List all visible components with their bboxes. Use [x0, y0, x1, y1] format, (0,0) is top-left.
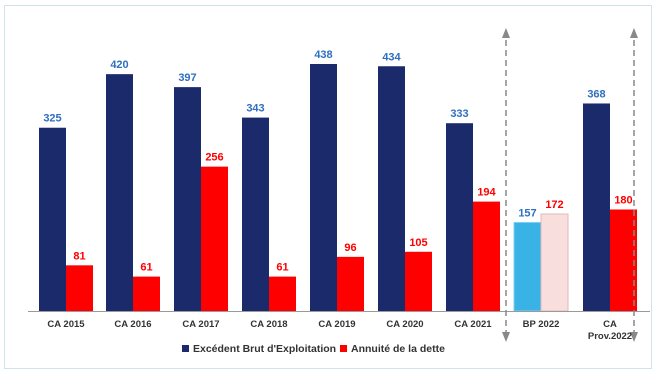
- data-label: 81: [73, 250, 85, 262]
- data-label: 256: [205, 152, 223, 164]
- arrow-up-icon: [502, 28, 510, 38]
- category-label: CA 2016: [114, 319, 151, 330]
- data-label: 343: [246, 103, 264, 115]
- bar-ebe: [242, 117, 269, 311]
- data-label: 194: [477, 187, 496, 199]
- data-label: 420: [110, 59, 128, 71]
- bar-ebe: [446, 123, 473, 311]
- bar-ebe: [106, 74, 133, 311]
- bar-ebe: [310, 64, 337, 311]
- data-label: 96: [344, 242, 356, 254]
- category-label: CA 2020: [386, 319, 423, 330]
- bar-annuite: [540, 213, 569, 312]
- category-label: CA 2018: [250, 319, 287, 330]
- data-label: 325: [43, 113, 61, 125]
- bar-ebe: [174, 87, 201, 311]
- bar-annuite: [610, 209, 637, 311]
- data-label: 368: [587, 88, 605, 100]
- bar-ebe: [583, 103, 610, 311]
- arrow-down-icon: [502, 332, 510, 342]
- data-label: 61: [276, 262, 288, 274]
- bar-ebe: [378, 66, 405, 311]
- category-label: CA 2019: [318, 319, 355, 330]
- bar-annuite: [473, 201, 500, 311]
- bar-annuite: [405, 251, 432, 311]
- bar-annuite: [201, 166, 228, 311]
- data-label: 157: [518, 207, 536, 219]
- data-label: 434: [382, 51, 401, 63]
- data-label: 61: [140, 262, 152, 274]
- data-label: 180: [614, 194, 632, 206]
- arrow-up-icon: [630, 28, 638, 38]
- bar-annuite: [337, 256, 364, 311]
- arrow-down-icon: [630, 332, 638, 342]
- bar-annuite: [133, 276, 160, 311]
- category-label: CA: [603, 319, 617, 330]
- category-label: CA 2015: [47, 319, 85, 330]
- bar-ebe: [39, 127, 66, 311]
- legend-swatch: [182, 345, 189, 352]
- bar-annuite: [269, 276, 296, 311]
- legend-label: Excédent Brut d'Exploitation: [193, 343, 336, 355]
- category-label: Prov.2022: [588, 331, 632, 342]
- data-label: 397: [178, 72, 196, 84]
- category-label: BP 2022: [523, 319, 560, 330]
- legend-swatch: [340, 345, 347, 352]
- data-label: 172: [545, 199, 563, 211]
- data-label: 438: [314, 49, 332, 61]
- bar-ebe: [513, 221, 542, 312]
- category-label: CA 2021: [454, 319, 492, 330]
- legend-label: Annuité de la dette: [351, 343, 445, 355]
- category-label: CA 2017: [182, 319, 219, 330]
- bar-annuite: [66, 265, 93, 311]
- data-label: 105: [409, 237, 427, 249]
- data-label: 333: [450, 108, 468, 120]
